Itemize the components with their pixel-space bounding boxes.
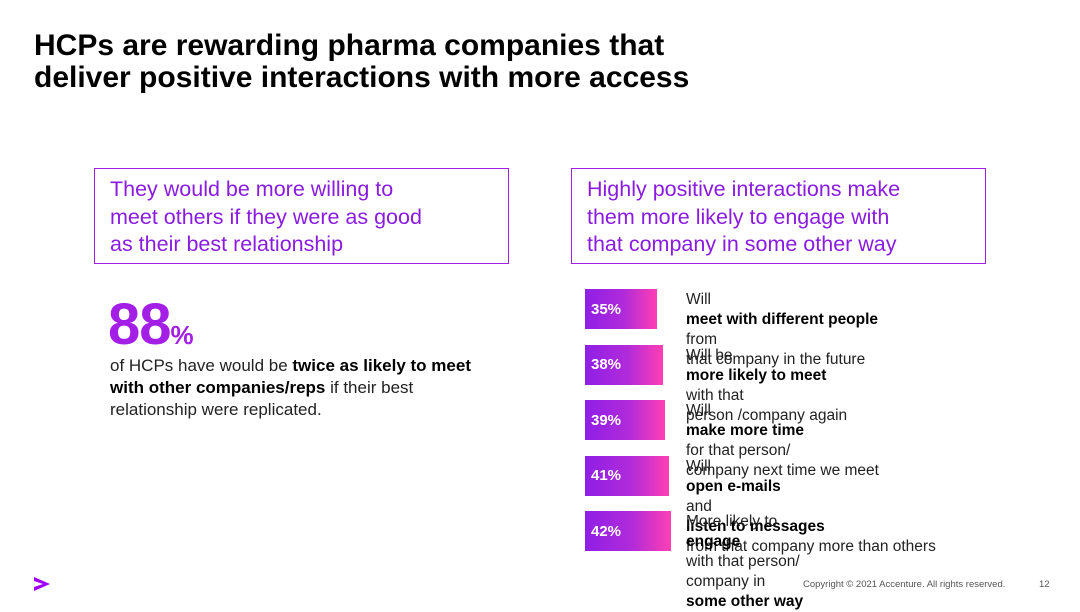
right-box-line: them more likely to engage with bbox=[587, 204, 890, 229]
bar-row: 39% Will make more time for that person/c… bbox=[585, 399, 1025, 479]
right-box-line: that company in some other way bbox=[587, 232, 897, 256]
bar-category-label: Will open e-mails and listen to messages… bbox=[686, 457, 1026, 557]
title-line-1: HCPs are rewarding pharma companies that bbox=[34, 29, 665, 62]
bar-label-line: company next time we meet bbox=[686, 461, 1026, 481]
bar-label-bold: open e-mails bbox=[686, 477, 781, 495]
bar-category-label: Will be more likely to meet with that per… bbox=[686, 346, 1026, 426]
page-title: HCPs are rewarding pharma companies that… bbox=[34, 30, 1034, 94]
bar-label-text: that company in the future bbox=[686, 351, 866, 368]
bar-39: 39% bbox=[585, 400, 665, 440]
bar-label-text: Will bbox=[686, 457, 711, 475]
left-box-line: They would be more willing to bbox=[110, 177, 394, 201]
bar-label-text: and bbox=[686, 497, 712, 515]
bar-label-line: Will meet with different people from bbox=[686, 290, 1026, 350]
bar-38: 38% bbox=[585, 344, 663, 385]
bar-label-line: More likely to engage with that person/ bbox=[686, 512, 1026, 572]
right-callout-box: Highly positive interactions make them m… bbox=[571, 168, 986, 264]
bar-label-line: Will be more likely to meet with that bbox=[686, 346, 1026, 406]
stat-desc-bold: twice as likely to meet with other compa… bbox=[110, 356, 471, 397]
bar-category-label: Will make more time for that person/comp… bbox=[686, 401, 1026, 481]
bar-row: 38% Will be more likely to meet with that… bbox=[585, 344, 1025, 424]
big-stat-description: of HCPs have would be twice as likely to… bbox=[110, 355, 490, 421]
bar-label-text: from that company more than others bbox=[686, 537, 936, 555]
bar-value-label: 41% bbox=[591, 467, 622, 484]
page-number: 12 bbox=[1039, 579, 1050, 590]
bar-label-bold: listen to messages bbox=[686, 517, 825, 535]
bar-label-text: company in bbox=[686, 573, 766, 590]
bar-label-text: Will bbox=[686, 402, 711, 419]
bar-41: 41% bbox=[585, 455, 670, 496]
bar-label-line: from that company more than others bbox=[686, 537, 1026, 557]
left-box-line: meet others if they were as good bbox=[110, 204, 422, 229]
big-stat-unit: % bbox=[170, 320, 194, 350]
left-box-line: as their best relationship bbox=[110, 232, 344, 256]
title-line-2: deliver positive interactions with more … bbox=[34, 61, 690, 94]
bar-label-line: Will make more time for that person/ bbox=[686, 401, 1026, 461]
bar-label-bold: more likely to meet bbox=[686, 366, 827, 384]
bar-label-bold: engage bbox=[686, 533, 741, 550]
accenture-logo-icon bbox=[34, 577, 50, 591]
bar-label-bold: meet with different people bbox=[686, 311, 879, 328]
bar-label-text: More likely to bbox=[686, 513, 778, 530]
bar-row: 35% Will meet with different people from t… bbox=[585, 288, 1025, 368]
bar-35: 35% bbox=[585, 289, 657, 329]
bar-value-label: 42% bbox=[591, 522, 622, 540]
copyright-text: Copyright © 2021 Accenture. All rights r… bbox=[803, 579, 1006, 590]
bar-label-line: that company in the future bbox=[686, 350, 1026, 370]
bar-category-label: Will meet with different people from that… bbox=[686, 290, 1026, 370]
bar-label-line: company in some other way bbox=[686, 572, 1026, 612]
bar-label-text: from bbox=[686, 331, 717, 348]
bar-label-text: Will be bbox=[686, 346, 733, 364]
bar-row: 41% Will open e-mails and listen to messa… bbox=[585, 455, 1025, 555]
bar-category-label: More likely to engage with that person/c… bbox=[686, 512, 1026, 612]
bar-label-line: Will open e-mails and listen to messages bbox=[686, 457, 1026, 537]
bar-row: 42% More likely to engage with that perso… bbox=[585, 510, 1025, 610]
big-stat: 88% bbox=[108, 296, 194, 354]
bar-label-line: person /company again bbox=[686, 406, 1026, 426]
bar-label-bold: some other way bbox=[686, 593, 804, 610]
stat-desc-part: of HCPs have would be bbox=[110, 356, 293, 375]
bar-label-text: company next time we meet bbox=[686, 462, 879, 479]
bar-label-text: with that person/ bbox=[686, 553, 800, 570]
stat-desc-part: if their best relationship were replicat… bbox=[110, 378, 414, 419]
bar-value-label: 38% bbox=[591, 356, 622, 373]
left-callout-box: They would be more willing to meet other… bbox=[94, 168, 509, 264]
bar-value-label: 35% bbox=[591, 300, 622, 318]
bar-label-bold: make more time bbox=[686, 422, 805, 439]
bar-42: 42% bbox=[585, 511, 672, 551]
big-stat-value: 88 bbox=[108, 292, 172, 357]
bar-label-text: Will bbox=[686, 291, 711, 308]
bar-label-text: for that person/ bbox=[686, 442, 791, 459]
bar-label-text: person /company again bbox=[686, 406, 848, 424]
bar-label-text: with that bbox=[686, 386, 744, 404]
right-box-line: Highly positive interactions make bbox=[587, 177, 901, 201]
bar-value-label: 39% bbox=[591, 411, 622, 429]
